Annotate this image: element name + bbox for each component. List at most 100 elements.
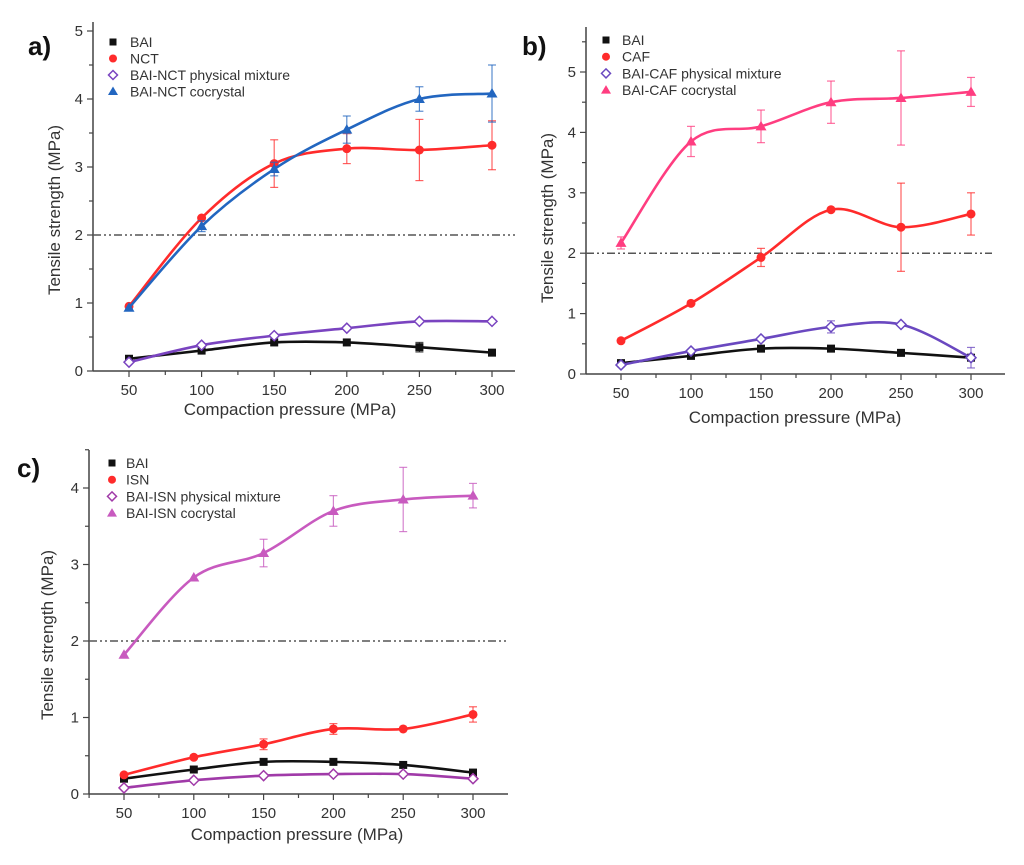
legend-marker — [109, 54, 117, 63]
series-line — [620, 346, 972, 365]
series-bai-nct-cocrystal — [123, 64, 498, 312]
y-tick-label: 5 — [568, 64, 576, 81]
x-tick-label: 100 — [678, 385, 703, 402]
legend-label: NCT — [130, 51, 159, 67]
data-point — [965, 86, 977, 96]
series-line — [127, 143, 493, 308]
data-point — [754, 332, 768, 346]
data-point — [468, 709, 478, 719]
series-line — [620, 320, 972, 367]
series-line — [123, 759, 474, 780]
x-tick-label: 300 — [479, 382, 504, 399]
data-point — [259, 739, 269, 749]
legend-label: BAI-CAF physical mixture — [622, 65, 782, 81]
data-point — [196, 220, 208, 231]
data-point — [413, 315, 426, 328]
y-tick-label: 5 — [75, 23, 83, 40]
data-point — [268, 163, 280, 174]
series-line — [128, 340, 493, 361]
x-tick-label: 150 — [251, 805, 276, 822]
series-caf — [616, 182, 976, 346]
data-point — [342, 338, 351, 347]
data-point — [684, 344, 698, 358]
data-point — [340, 322, 353, 335]
data-point — [616, 336, 626, 346]
data-point — [341, 124, 353, 134]
data-point — [257, 769, 270, 782]
x-tick-label: 100 — [181, 805, 206, 822]
data-point — [824, 320, 838, 333]
x-tick-label: 300 — [958, 385, 983, 402]
data-point — [187, 774, 200, 787]
data-point — [123, 302, 135, 312]
legend-label: BAI — [126, 455, 149, 471]
data-point — [469, 768, 477, 777]
legend-marker — [107, 508, 117, 517]
data-point — [897, 348, 905, 357]
data-point — [342, 144, 352, 154]
legend-marker — [602, 52, 610, 61]
legend-label: BAI-CAF cocrystal — [622, 82, 736, 98]
x-tick-label: 50 — [116, 805, 133, 822]
data-point — [466, 772, 480, 785]
data-point — [755, 120, 767, 131]
legend-label: BAI-ISN cocrystal — [126, 505, 236, 521]
x-tick-label: 150 — [748, 385, 773, 402]
data-point — [488, 348, 496, 357]
data-point — [397, 768, 410, 781]
data-point — [894, 318, 908, 331]
legend-marker — [602, 36, 610, 44]
data-point — [195, 339, 208, 352]
data-point — [467, 490, 479, 500]
data-point — [268, 329, 281, 342]
panel-label: a) — [28, 31, 51, 61]
data-point — [398, 724, 408, 734]
x-tick-label: 150 — [262, 382, 287, 399]
data-point — [118, 649, 130, 659]
x-tick-label: 50 — [121, 382, 138, 399]
series-line — [619, 90, 972, 244]
data-point — [189, 765, 198, 774]
y-tick-label: 0 — [71, 786, 79, 803]
data-point — [189, 752, 199, 762]
legend-label: CAF — [622, 49, 650, 65]
series-bai-nct-physical-mixture — [122, 315, 499, 369]
y-axis-label: Tensile strength (MPa) — [538, 133, 557, 303]
y-tick-label: 1 — [568, 306, 576, 323]
data-point — [259, 757, 268, 766]
x-axis-label: Compaction pressure (MPa) — [191, 825, 404, 844]
data-point — [414, 145, 424, 155]
y-tick-label: 4 — [568, 124, 576, 141]
series-line — [123, 772, 474, 790]
x-tick-label: 250 — [407, 382, 432, 399]
data-point — [896, 222, 906, 232]
x-tick-label: 50 — [613, 385, 630, 402]
data-point — [328, 724, 338, 734]
series-bai-isn-cocrystal — [118, 466, 479, 659]
x-axis-label: Compaction pressure (MPa) — [184, 400, 397, 419]
legend-label: BAI — [130, 34, 153, 50]
y-tick-label: 2 — [75, 227, 83, 244]
x-tick-label: 200 — [334, 382, 359, 399]
data-point — [117, 781, 131, 794]
legend-label: BAI-ISN physical mixture — [126, 488, 281, 504]
data-point — [826, 205, 836, 215]
legend-label: BAI-NCT physical mixture — [130, 67, 290, 83]
y-axis-label: Tensile strength (MPa) — [45, 125, 64, 295]
data-point — [327, 768, 340, 781]
legend-marker — [601, 85, 611, 94]
x-tick-label: 250 — [391, 805, 416, 822]
data-point — [485, 315, 499, 328]
y-tick-label: 4 — [71, 480, 79, 497]
y-tick-label: 3 — [71, 557, 79, 574]
data-point — [270, 338, 279, 347]
legend-marker — [109, 38, 117, 46]
legend-marker — [600, 67, 612, 79]
panel-label: c) — [17, 453, 40, 483]
legend-label: BAI-NCT cocrystal — [130, 84, 245, 100]
y-tick-label: 0 — [568, 366, 576, 383]
legend-marker — [107, 69, 119, 81]
data-point — [415, 343, 424, 352]
y-tick-label: 1 — [75, 295, 83, 312]
